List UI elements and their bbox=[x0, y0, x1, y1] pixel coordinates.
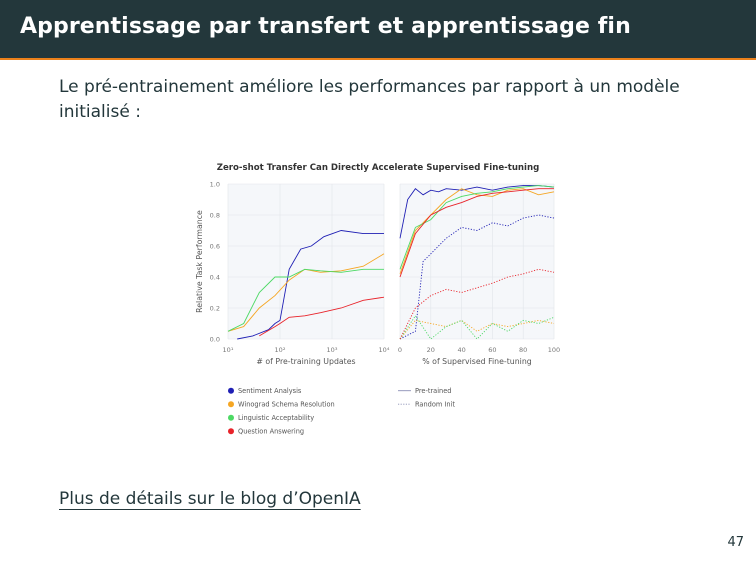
line-right-pretrained-question-answering bbox=[399, 188, 554, 278]
line-left-question-answering bbox=[259, 296, 385, 337]
y-axis-label: Relative Task Performance bbox=[195, 210, 204, 313]
left-x-axis-label: # of Pre-training Updates bbox=[256, 357, 355, 366]
y-tick-label: 0.6 bbox=[210, 243, 220, 251]
right-x-tick-label: 80 bbox=[519, 346, 527, 354]
slide-body-text: Le pré-entrainement améliore les perform… bbox=[59, 77, 680, 122]
legend-label: Question Answering bbox=[238, 428, 304, 436]
slide-title: Apprentissage par transfert et apprentis… bbox=[20, 14, 631, 39]
legend-label: Sentiment Analysis bbox=[238, 387, 302, 395]
left-x-tick-label: 10⁴ bbox=[379, 346, 390, 354]
y-tick-label: 0.4 bbox=[210, 274, 220, 282]
y-tick-label: 0.2 bbox=[210, 305, 220, 313]
y-tick-label: 0.8 bbox=[210, 212, 220, 220]
legend-dot bbox=[228, 414, 234, 421]
y-tick-label: 1.0 bbox=[210, 181, 220, 189]
chart-svg: Zero-shot Transfer Can Directly Accelera… bbox=[195, 163, 560, 436]
left-x-tick-label: 10² bbox=[275, 346, 286, 354]
line-right-random-winograd-schema-resolution bbox=[399, 319, 555, 340]
legend-label: Linguistic Acceptability bbox=[238, 414, 314, 422]
right-x-tick-label: 60 bbox=[488, 346, 496, 354]
line-left-winograd-schema-resolution bbox=[227, 253, 385, 332]
right-x-tick-label: 20 bbox=[427, 346, 435, 354]
line-left-linguistic-acceptability bbox=[227, 268, 384, 332]
right-panel-background bbox=[400, 184, 554, 339]
line-right-pretrained-linguistic-acceptability bbox=[399, 185, 555, 270]
right-x-axis-label: % of Supervised Fine-tuning bbox=[422, 357, 531, 366]
legend-dot bbox=[228, 428, 234, 435]
page-number: 47 bbox=[727, 535, 744, 550]
left-x-tick-label: 10³ bbox=[327, 346, 338, 354]
line-right-random-linguistic-acceptability bbox=[399, 314, 555, 340]
chart-figure: Zero-shot Transfer Can Directly Accelera… bbox=[180, 148, 576, 454]
left-panel-background bbox=[228, 184, 384, 339]
legend-style-label: Random Init bbox=[415, 401, 455, 409]
legend-style-label: Pre-trained bbox=[415, 387, 451, 395]
slide-title-bar: Apprentissage par transfert et apprentis… bbox=[0, 0, 756, 58]
legend-dot bbox=[228, 401, 234, 408]
line-left-sentiment-analysis bbox=[237, 230, 384, 340]
legend-label: Winograd Schema Resolution bbox=[238, 401, 335, 409]
left-x-tick-label: 10¹ bbox=[223, 346, 234, 354]
right-x-tick-label: 40 bbox=[457, 346, 465, 354]
title-accent-line bbox=[0, 58, 756, 60]
line-right-random-question-answering bbox=[399, 268, 555, 340]
line-right-pretrained-sentiment-analysis bbox=[399, 185, 555, 239]
chart-title: Zero-shot Transfer Can Directly Accelera… bbox=[217, 163, 540, 173]
right-x-tick-label: 100 bbox=[548, 346, 560, 354]
right-x-tick-label: 0 bbox=[398, 346, 402, 354]
line-right-random-sentiment-analysis bbox=[399, 214, 555, 340]
line-right-pretrained-winograd-schema-resolution bbox=[399, 188, 555, 275]
y-tick-label: 0.0 bbox=[210, 336, 220, 344]
openai-blog-link[interactable]: Plus de détails sur le blog d’OpenIA bbox=[59, 489, 361, 509]
legend-dot bbox=[228, 387, 234, 394]
